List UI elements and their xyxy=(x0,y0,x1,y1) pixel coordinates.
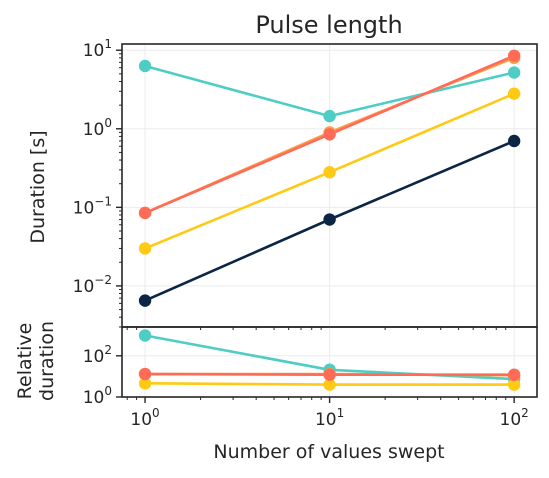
relative-series-group xyxy=(138,329,521,391)
relative-y-tick-label: 102 xyxy=(83,343,112,367)
x-tick-label: 100 xyxy=(130,406,159,430)
main-y-tick-label: 100 xyxy=(83,116,112,140)
relative-series-3-point xyxy=(138,367,152,381)
relative-series-0-point xyxy=(138,329,152,342)
relative-series-3-point xyxy=(507,368,521,381)
main-series-0-point xyxy=(323,109,336,123)
main-y-tick-label: 10−1 xyxy=(73,194,112,218)
relative-y-axis-label-line2: duration xyxy=(36,321,58,401)
main-series-0-point xyxy=(507,66,521,79)
relative-y-tick-label: 100 xyxy=(83,384,112,408)
main-series-1-point xyxy=(323,166,336,179)
relative-series-1-point xyxy=(138,377,152,390)
main-series-4-point xyxy=(323,213,336,226)
main-series-group xyxy=(138,49,521,307)
relative-panel: 100 102 100 101 102 xyxy=(83,326,538,430)
chart-title: Pulse length xyxy=(255,11,402,39)
main-series-0-point xyxy=(138,59,152,73)
main-series-3-point xyxy=(507,49,521,62)
main-series-4-point xyxy=(507,134,521,148)
relative-series-1-point xyxy=(507,378,521,391)
relative-series-3-point xyxy=(323,368,336,381)
y-axis-label: Duration [s] xyxy=(27,130,49,243)
main-y-tick-label: 10−2 xyxy=(73,273,112,297)
x-tick-label: 102 xyxy=(500,406,529,430)
main-series-3-point xyxy=(138,206,152,220)
main-panel: 10−2 10−1 100 101 xyxy=(73,37,538,330)
main-series-3-point xyxy=(323,128,336,141)
main-series-4-point xyxy=(138,294,152,307)
main-y-tick-label: 101 xyxy=(83,37,112,61)
main-series-1-point xyxy=(507,87,521,100)
x-tick-label: 101 xyxy=(315,406,344,430)
relative-series-1-point xyxy=(323,378,336,391)
main-series-1-point xyxy=(138,242,152,255)
relative-y-axis-label-line1: Relative xyxy=(14,323,36,400)
x-axis-label: Number of values swept xyxy=(213,441,444,463)
